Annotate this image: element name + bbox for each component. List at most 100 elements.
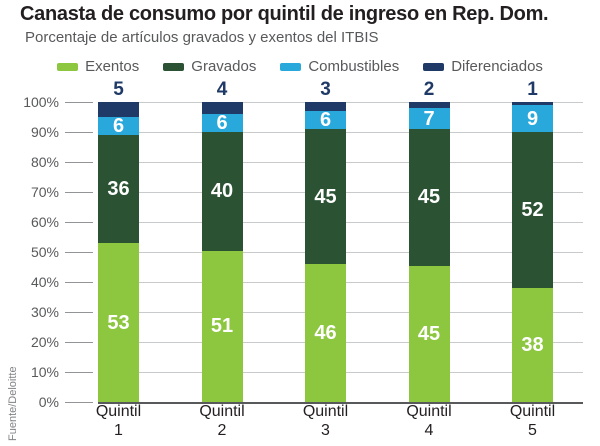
legend-label: Combustibles bbox=[308, 58, 400, 75]
bar-segment-combustibles: 6 bbox=[201, 111, 243, 134]
bar-1: 5 6 36 53 bbox=[98, 80, 139, 402]
bar-segment-combustibles: 6 bbox=[98, 115, 139, 137]
y-axis: 0% 10% 20% 30% 40% 50% 60% 70% 80% 90% 100% bbox=[0, 94, 93, 410]
y-tick-mark bbox=[65, 281, 93, 283]
bar-segment-gravados: 40 bbox=[201, 131, 243, 251]
x-label-line1: Quintil bbox=[302, 403, 349, 420]
legend-item-gravados: Gravados bbox=[163, 58, 256, 75]
bar-value-label-exentos: 38 bbox=[521, 334, 544, 356]
legend-label: Gravados bbox=[191, 58, 257, 75]
bar-segment-combustibles: 6 bbox=[305, 109, 346, 131]
x-label-quintil-3: Quintil 3 bbox=[286, 403, 366, 441]
y-tick-100: 100% bbox=[0, 93, 93, 111]
bar-segment-exentos: 45 bbox=[408, 265, 450, 402]
legend-swatch-icon bbox=[423, 62, 445, 71]
bar-value-label-gravados: 45 bbox=[417, 186, 441, 209]
y-tick-label: 40% bbox=[30, 274, 59, 290]
bar-segment-exentos: 38 bbox=[512, 288, 553, 402]
x-label-line1: Quintil bbox=[95, 403, 142, 420]
y-tick-50: 50% bbox=[0, 243, 93, 261]
y-tick-mark bbox=[65, 341, 93, 343]
y-tick-70: 70% bbox=[0, 183, 93, 201]
source-credit: Fuente/Deloitte bbox=[7, 366, 19, 441]
y-tick-label: 90% bbox=[30, 124, 59, 140]
y-tick-label: 30% bbox=[30, 304, 59, 320]
bar-segment-gravados: 36 bbox=[98, 135, 139, 243]
bar-value-label-combustibles: 6 bbox=[112, 115, 125, 137]
bar-value-label-gravados: 52 bbox=[521, 199, 544, 221]
y-tick-10: 10% bbox=[0, 363, 93, 381]
x-label-quintil-4: Quintil 4 bbox=[389, 403, 469, 441]
y-tick-label: 100% bbox=[23, 94, 59, 110]
y-tick-label: 10% bbox=[30, 364, 59, 380]
x-label-line2: 5 bbox=[528, 421, 537, 439]
y-tick-label: 20% bbox=[30, 334, 59, 350]
bar-segment-gravados: 45 bbox=[305, 129, 346, 264]
bar-4: 2 7 45 45 bbox=[408, 80, 450, 402]
y-tick-80: 80% bbox=[0, 153, 93, 171]
x-label-line1: Quintil bbox=[406, 403, 452, 420]
x-label-line2: 2 bbox=[217, 421, 227, 439]
bar-value-label-exentos: 45 bbox=[417, 322, 441, 345]
legend-swatch-icon bbox=[163, 62, 185, 71]
chart-subtitle: Porcentaje de artículos gravados y exent… bbox=[25, 29, 379, 46]
bar-segment-exentos: 51 bbox=[201, 250, 243, 402]
y-tick-60: 60% bbox=[0, 213, 93, 231]
bar-segment-diferenciados: 5 bbox=[98, 80, 139, 117]
bar-value-label-diferenciados: 2 bbox=[423, 79, 435, 101]
bar-value-label-combustibles: 6 bbox=[216, 111, 228, 134]
legend-item-diferenciados: Diferenciados bbox=[423, 58, 543, 75]
y-tick-label: 70% bbox=[30, 184, 59, 200]
x-label-quintil-1: Quintil 1 bbox=[79, 403, 159, 441]
y-tick-mark bbox=[65, 221, 93, 223]
bar-value-label-diferenciados: 5 bbox=[113, 79, 124, 100]
bar-value-label-exentos: 51 bbox=[210, 315, 234, 338]
y-tick-mark bbox=[65, 311, 93, 313]
bar-value-label-gravados: 40 bbox=[210, 180, 234, 203]
y-tick-mark bbox=[65, 161, 93, 163]
bar-value-label-combustibles: 6 bbox=[319, 109, 332, 131]
y-tick-label: 50% bbox=[30, 244, 59, 260]
bar-2: 4 6 40 51 bbox=[201, 80, 243, 402]
bar-value-label-combustibles: 9 bbox=[526, 107, 539, 130]
y-tick-mark bbox=[65, 191, 93, 193]
bar-segment-exentos: 46 bbox=[305, 264, 346, 402]
y-tick-90: 90% bbox=[0, 123, 93, 141]
bar-value-label-combustibles: 7 bbox=[423, 107, 435, 130]
page-title: Canasta de consumo por quintil de ingres… bbox=[20, 3, 549, 25]
legend-swatch-icon bbox=[57, 62, 79, 71]
chart-legend: Exentos Gravados Combustibles Diferenciados bbox=[0, 58, 600, 75]
y-tick-30: 30% bbox=[0, 303, 93, 321]
y-tick-mark bbox=[65, 401, 93, 403]
bar-segment-diferenciados: 4 bbox=[201, 80, 243, 114]
bar-value-label-exentos: 46 bbox=[314, 322, 337, 344]
bar-value-label-diferenciados: 3 bbox=[320, 79, 331, 100]
plot-area: 5 6 36 53 4 6 40 51 3 6 45 46 2 7 45 45 1 9 52 38 bbox=[98, 80, 583, 404]
x-label-line2: 3 bbox=[321, 421, 330, 439]
bar-segment-gravados: 52 bbox=[512, 132, 553, 288]
legend-item-exentos: Exentos bbox=[57, 58, 139, 75]
y-tick-20: 20% bbox=[0, 333, 93, 351]
bar-segment-exentos: 53 bbox=[98, 243, 139, 402]
bar-segment-combustibles: 9 bbox=[512, 105, 553, 132]
y-tick-label: 0% bbox=[38, 394, 59, 410]
bar-5: 1 9 52 38 bbox=[512, 80, 553, 402]
bar-segment-diferenciados: 2 bbox=[408, 80, 450, 109]
y-tick-mark bbox=[65, 101, 93, 103]
legend-label: Exentos bbox=[85, 58, 140, 75]
bar-value-label-exentos: 53 bbox=[107, 311, 130, 334]
y-tick-mark bbox=[65, 251, 93, 253]
y-tick-label: 80% bbox=[30, 154, 59, 170]
x-label-line2: 4 bbox=[424, 421, 434, 439]
bar-value-label-gravados: 36 bbox=[107, 178, 130, 200]
x-label-line1: Quintil bbox=[199, 403, 245, 420]
bar-segment-combustibles: 7 bbox=[408, 107, 450, 130]
y-tick-mark bbox=[65, 131, 93, 133]
bar-value-label-diferenciados: 4 bbox=[216, 79, 228, 101]
x-axis-labels: Quintil 1 Quintil 2 Quintil 3 Quintil 4 Quintil 5 bbox=[96, 403, 583, 443]
y-tick-40: 40% bbox=[0, 273, 93, 291]
bar-value-label-gravados: 45 bbox=[314, 185, 337, 208]
legend-item-combustibles: Combustibles bbox=[280, 58, 399, 75]
x-axis-baseline bbox=[98, 402, 583, 404]
x-label-quintil-5: Quintil 5 bbox=[493, 403, 573, 441]
